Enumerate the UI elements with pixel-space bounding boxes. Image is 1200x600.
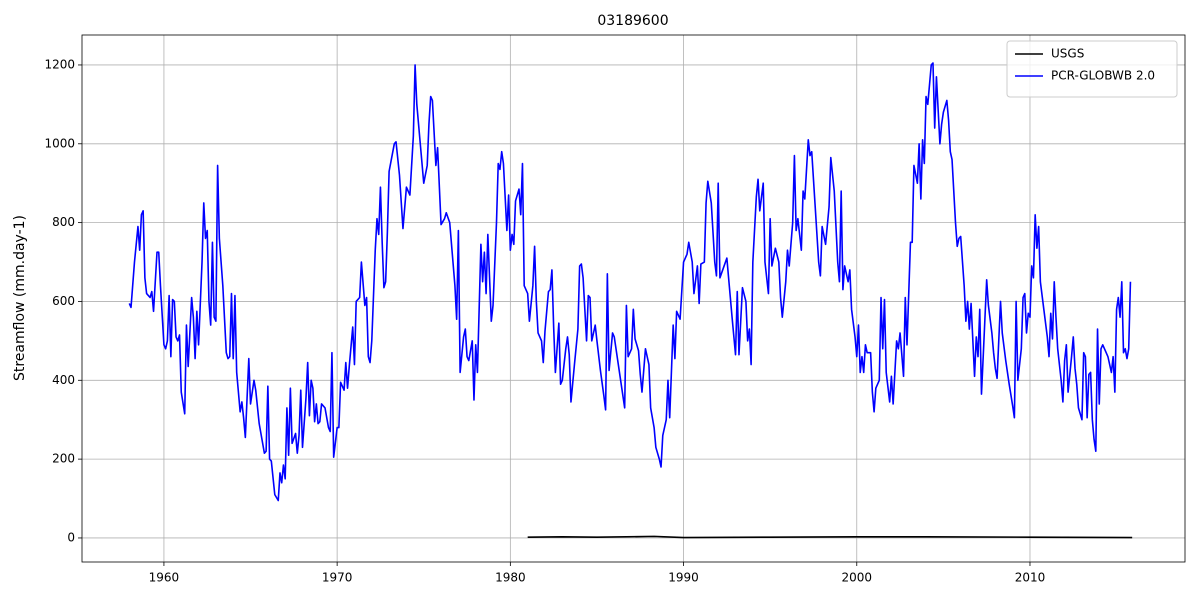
y-tick-label: 0 <box>67 530 75 544</box>
y-tick-label: 1200 <box>44 57 75 71</box>
x-tick-label: 1990 <box>668 571 699 585</box>
x-tick-label: 2000 <box>841 571 872 585</box>
line-series <box>527 535 1133 539</box>
x-tick-label: 1980 <box>495 571 526 585</box>
y-tick-label: 600 <box>52 294 75 308</box>
chart-title: 03189600 <box>597 13 668 29</box>
line-series <box>128 62 1132 502</box>
x-tick-label: 1960 <box>149 571 180 585</box>
y-tick-label: 400 <box>52 373 75 387</box>
y-tick-label: 800 <box>52 215 75 229</box>
legend-label: PCR-GLOBWB 2.0 <box>1051 69 1155 83</box>
legend-box <box>1006 40 1178 98</box>
legend: USGS PCR-GLOBWB 2.0 <box>1006 40 1178 98</box>
plot-frame <box>81 34 1186 563</box>
x-tick-label: 2010 <box>1015 571 1046 585</box>
legend-label: USGS <box>1051 47 1084 61</box>
x-tick-label: 1970 <box>322 571 353 585</box>
y-tick-label: 200 <box>52 452 75 466</box>
y-tick-label: 1000 <box>44 136 75 150</box>
y-axis-label: Streamflow (mm.day-1) <box>12 215 28 381</box>
